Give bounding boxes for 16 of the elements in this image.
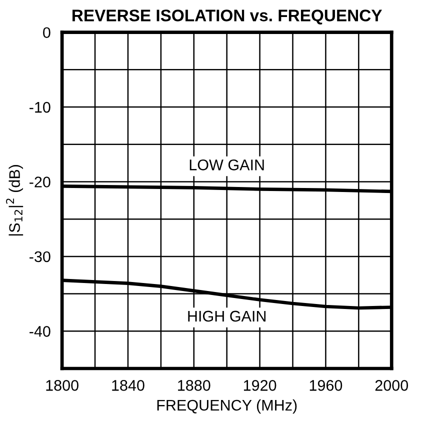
y-tick-label: -10 (30, 102, 50, 113)
x-tick-label: 1800 (46, 380, 78, 391)
chart-title: REVERSE ISOLATION vs. FREQUENCY (72, 10, 382, 24)
y-tick-label: -20 (30, 176, 50, 188)
y-tick-label: -30 (30, 251, 50, 262)
x-axis-title: FREQUENCY (MHz) (157, 399, 297, 414)
y-tick-label: -40 (30, 326, 50, 337)
x-tick-label: 1880 (178, 380, 210, 391)
y-axis-title: |S$_{12}$|$^{2}$ (dB) (6, 165, 24, 236)
x-tick-label: 1920 (244, 380, 276, 391)
x-tick-label: 2000 (375, 380, 408, 391)
series-label: LOW GAIN (190, 160, 264, 170)
x-tick-label: 1960 (310, 380, 342, 391)
series-label: HIGH GAIN (188, 310, 266, 322)
y-tick-label: 0 (43, 27, 50, 38)
x-tick-label: 1840 (112, 380, 144, 391)
